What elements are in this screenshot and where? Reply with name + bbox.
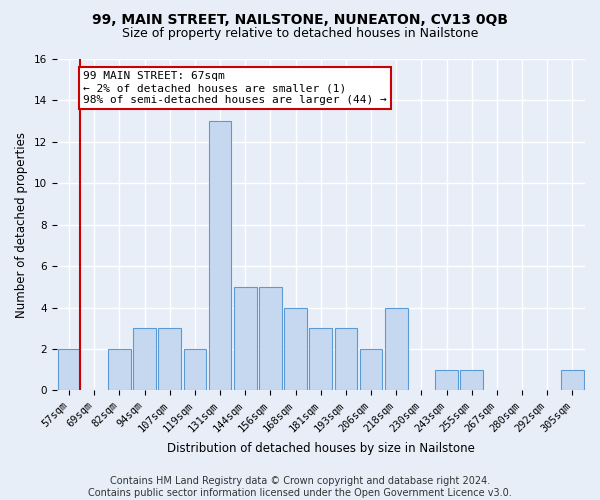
- Bar: [108, 349, 131, 391]
- Bar: [561, 370, 584, 390]
- Bar: [234, 287, 257, 391]
- Text: 99 MAIN STREET: 67sqm
← 2% of detached houses are smaller (1)
98% of semi-detach: 99 MAIN STREET: 67sqm ← 2% of detached h…: [83, 72, 387, 104]
- Bar: [360, 349, 382, 391]
- Text: Contains HM Land Registry data © Crown copyright and database right 2024.
Contai: Contains HM Land Registry data © Crown c…: [88, 476, 512, 498]
- Y-axis label: Number of detached properties: Number of detached properties: [15, 132, 28, 318]
- Bar: [435, 370, 458, 390]
- Bar: [284, 308, 307, 390]
- Bar: [158, 328, 181, 390]
- Bar: [259, 287, 282, 391]
- Bar: [133, 328, 156, 390]
- Bar: [335, 328, 357, 390]
- Bar: [460, 370, 483, 390]
- Bar: [385, 308, 407, 390]
- Bar: [58, 349, 80, 391]
- Text: Size of property relative to detached houses in Nailstone: Size of property relative to detached ho…: [122, 28, 478, 40]
- Bar: [209, 121, 232, 390]
- Bar: [184, 349, 206, 391]
- Text: 99, MAIN STREET, NAILSTONE, NUNEATON, CV13 0QB: 99, MAIN STREET, NAILSTONE, NUNEATON, CV…: [92, 12, 508, 26]
- X-axis label: Distribution of detached houses by size in Nailstone: Distribution of detached houses by size …: [167, 442, 475, 455]
- Bar: [310, 328, 332, 390]
